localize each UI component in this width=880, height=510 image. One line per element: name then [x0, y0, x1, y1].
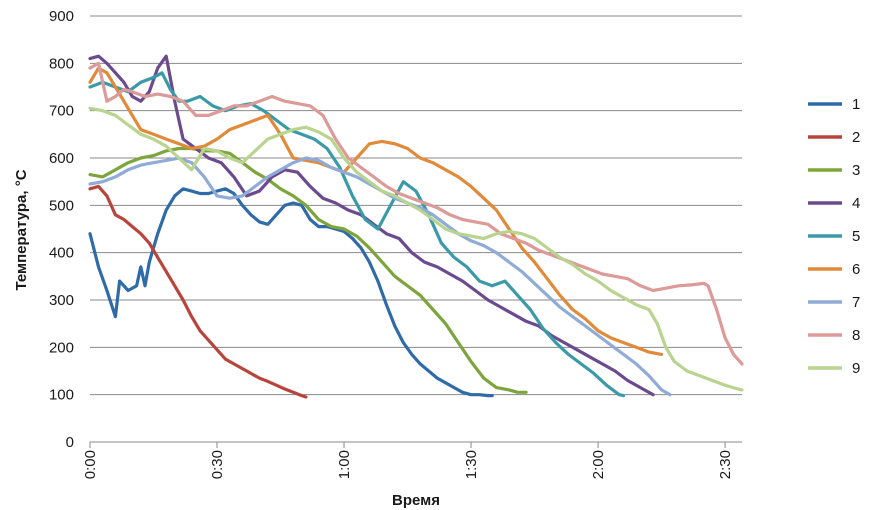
x-tick-label: 1:30: [463, 450, 480, 479]
legend-label: 2: [852, 129, 860, 146]
x-tick-label: 2:30: [717, 450, 734, 479]
series-line-3: [88, 146, 528, 394]
y-tick-label: 600: [49, 150, 74, 167]
y-tick-label: 800: [49, 55, 74, 72]
y-tick-label: 0: [66, 434, 74, 451]
series-line-9: [88, 106, 744, 392]
legend-label: 7: [852, 294, 860, 311]
series-line-8: [88, 61, 744, 366]
y-tick-labels: 0 100 200 300 400 500 600 700 800 900: [49, 8, 74, 451]
legend-label: 8: [852, 327, 860, 344]
axes: [89, 441, 742, 448]
series-lines: [88, 54, 744, 399]
legend-entry-4: 4: [808, 195, 860, 212]
legend-label: 3: [852, 162, 860, 179]
legend-entry-3: 3: [808, 162, 860, 179]
x-tick-label: 0:30: [209, 450, 226, 479]
legend-label: 9: [852, 360, 860, 377]
y-tick-label: 700: [49, 103, 74, 120]
y-tick-label: 100: [49, 387, 74, 404]
legend-label: 4: [852, 195, 860, 212]
legend-entry-6: 6: [808, 261, 860, 278]
x-axis-title: Время: [392, 492, 440, 509]
legend-entry-9: 9: [808, 360, 860, 377]
legend-entry-1: 1: [808, 96, 860, 113]
y-axis-title: Температура, °C: [13, 169, 30, 290]
series-line-2: [88, 184, 308, 399]
series-line-6: [88, 66, 664, 356]
series-line-1: [88, 187, 494, 398]
y-tick-label: 900: [49, 8, 74, 25]
series-line-5: [88, 71, 626, 398]
y-tick-label: 200: [49, 339, 74, 356]
legend: 1 2 3 4 5 6 7 8 9: [808, 96, 860, 377]
legend-label: 5: [852, 228, 860, 245]
legend-entry-7: 7: [808, 294, 860, 311]
y-tick-label: 500: [49, 197, 74, 214]
x-tick-label: 0:00: [82, 450, 99, 479]
y-tick-label: 300: [49, 292, 74, 309]
x-tick-labels: 0:00 0:30 1:00 1:30 2:00 2:30: [82, 450, 734, 479]
legend-label: 1: [852, 96, 860, 113]
legend-entry-2: 2: [808, 129, 860, 146]
legend-label: 6: [852, 261, 860, 278]
x-tick-label: 1:00: [336, 450, 353, 479]
series-line-4: [88, 54, 655, 397]
legend-entry-5: 5: [808, 228, 860, 245]
legend-entry-8: 8: [808, 327, 860, 344]
x-tick-label: 2:00: [590, 450, 607, 479]
y-tick-label: 400: [49, 245, 74, 262]
